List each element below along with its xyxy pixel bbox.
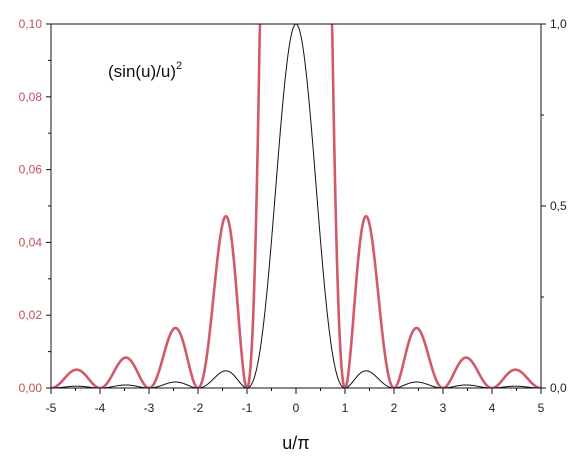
y-left-tick-label: 0,00 bbox=[19, 381, 43, 395]
y-right-tick-label: 0,5 bbox=[550, 199, 567, 213]
x-tick-label: -3 bbox=[144, 401, 155, 415]
y-left-tick-label: 0,08 bbox=[19, 90, 43, 104]
x-tick-label: 5 bbox=[538, 401, 545, 415]
y-right-tick-label: 1,0 bbox=[550, 17, 567, 31]
annotation-superscript: 2 bbox=[176, 60, 182, 72]
annotation-base: (sin(u)/u) bbox=[108, 62, 176, 81]
y-left-tick-label: 0,02 bbox=[19, 308, 43, 322]
x-tick-label: 4 bbox=[489, 401, 496, 415]
series-line-left-axis bbox=[51, 24, 541, 388]
x-tick-label: -1 bbox=[242, 401, 253, 415]
x-tick-label: 3 bbox=[440, 401, 447, 415]
x-tick-label: 2 bbox=[391, 401, 398, 415]
x-tick-label: -2 bbox=[193, 401, 204, 415]
y-left-tick-label: 0,10 bbox=[19, 17, 43, 31]
curves-layer bbox=[51, 24, 541, 388]
annotation-label: (sin(u)/u)2 bbox=[108, 60, 182, 81]
x-tick-label: -5 bbox=[46, 401, 57, 415]
y-left-tick-label: 0,04 bbox=[19, 235, 43, 249]
x-tick-label: -4 bbox=[95, 401, 106, 415]
series-line-right-axis bbox=[51, 24, 541, 388]
x-tick-label: 0 bbox=[293, 401, 300, 415]
y-left-tick-label: 0,06 bbox=[19, 163, 43, 177]
ticks-layer: -5 -4 -3 -2 -1 0 1 2 3 4 50,000,020,040,060,080,10… bbox=[19, 17, 567, 415]
y-right-tick-label: 0,0 bbox=[550, 381, 567, 395]
x-axis-label: u/π bbox=[282, 433, 309, 453]
x-tick-label: 1 bbox=[342, 401, 349, 415]
